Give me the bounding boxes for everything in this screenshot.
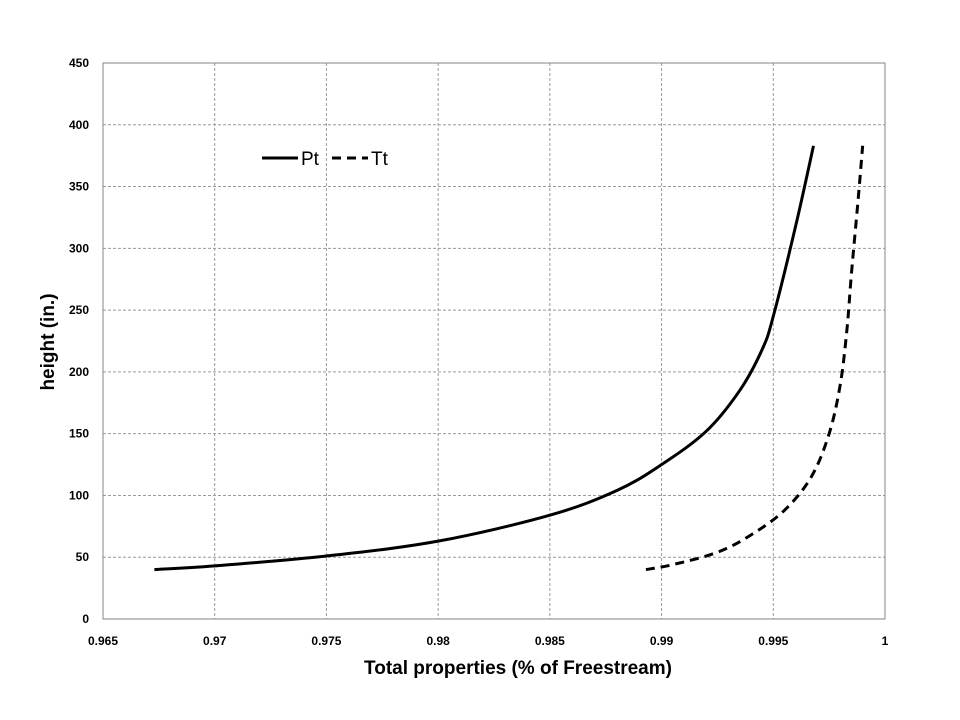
y-axis-title: height (in.) (38, 293, 59, 390)
x-tick-label: 0.98 (426, 634, 450, 648)
y-tick-label: 250 (69, 303, 89, 317)
x-tick-label: 0.995 (758, 634, 788, 648)
y-tick-label: 0 (82, 612, 89, 626)
y-tick-label: 300 (69, 241, 89, 255)
tick-labels: 0.965 0.97 0.975 0.98 0.985 0.99 0.995 1 0 50 100 1… (69, 56, 889, 648)
y-tick-label: 400 (69, 118, 89, 132)
x-tick-label: 1 (882, 634, 889, 648)
x-tick-label: 0.965 (88, 634, 118, 648)
gridlines (103, 63, 885, 619)
x-tick-label: 0.99 (650, 634, 674, 648)
legend-label-tt: Tt (371, 149, 389, 170)
legend-label-pt: Pt (301, 149, 320, 170)
series (154, 145, 865, 572)
x-tick-label: 0.975 (311, 634, 341, 648)
y-tick-label: 200 (69, 365, 89, 379)
x-axis-title: Total properties (% of Freestream) (364, 658, 672, 679)
y-tick-label: 450 (69, 56, 89, 70)
y-tick-label: 100 (69, 488, 89, 502)
y-tick-label: 350 (69, 180, 89, 194)
plot-area-border (102, 62, 886, 620)
series-line-tt (645, 145, 865, 572)
x-tick-label: 0.97 (203, 634, 227, 648)
legend: Pt Tt (262, 149, 389, 170)
series-line-pt (154, 145, 815, 572)
y-tick-label: 50 (76, 550, 90, 564)
x-tick-label: 0.985 (535, 634, 565, 648)
y-tick-label: 150 (69, 427, 89, 441)
